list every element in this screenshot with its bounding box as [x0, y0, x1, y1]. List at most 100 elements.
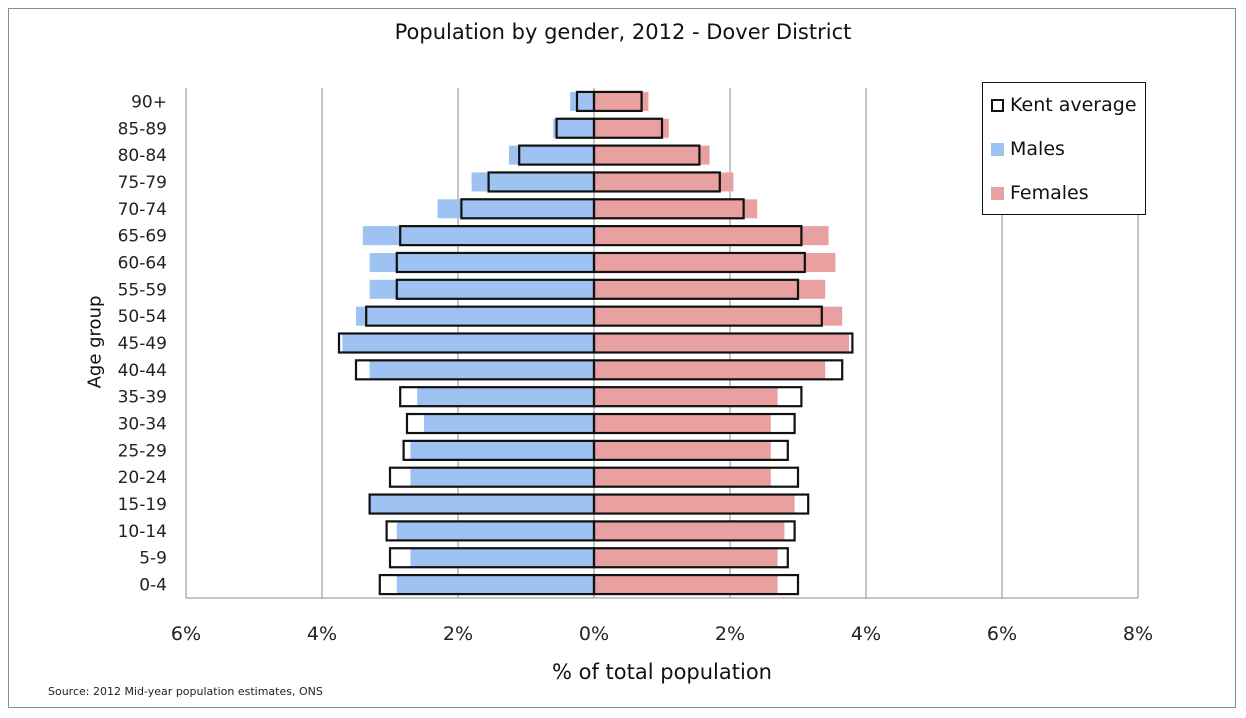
bar-male [369, 494, 594, 514]
bar-female [594, 226, 829, 246]
bar-female [594, 306, 843, 326]
y-tick-label: 60-64 [118, 253, 167, 273]
y-tick-label: 40-44 [118, 361, 167, 381]
bar-kent-female [592, 412, 796, 435]
bar-male [553, 118, 594, 138]
bar-male [396, 575, 594, 595]
bar-kent-female [592, 493, 810, 515]
x-tick-label: 4% [851, 623, 881, 645]
bar-female [594, 91, 649, 111]
y-tick-label: 15-19 [118, 495, 167, 515]
bar-male [410, 467, 594, 487]
y-tick-label: 20-24 [118, 468, 167, 488]
y-tick-label: 65-69 [118, 227, 167, 247]
bar-kent-female [592, 332, 854, 354]
bar-kent-female [592, 573, 800, 596]
bar-kent-female [592, 117, 664, 139]
bar-kent-female [592, 547, 789, 569]
bar-male [410, 440, 594, 460]
bar-kent-female [592, 520, 796, 542]
bar-female [594, 414, 771, 434]
y-tick-label: 50-54 [118, 307, 167, 327]
bar-male [471, 172, 594, 192]
chart-frame [8, 8, 1236, 708]
bar-female [594, 279, 826, 299]
y-tick-label: 30-34 [118, 415, 167, 435]
bar-kent-female [592, 225, 803, 247]
x-tick-label: 2% [715, 623, 745, 645]
bar-male [424, 414, 594, 434]
y-axis-label: Age group [84, 295, 106, 389]
y-tick-label: 85-89 [118, 119, 167, 139]
bar-female [594, 333, 849, 353]
legend-item-kent-average: Kent average [991, 93, 1137, 117]
bar-kent-female [592, 171, 721, 193]
bar-male [410, 548, 594, 568]
x-tick-label: 4% [307, 623, 337, 645]
y-tick-label: 80-84 [118, 146, 167, 166]
y-tick-label: 25-29 [118, 441, 167, 461]
source-note: Source: 2012 Mid-year population estimat… [48, 685, 323, 698]
bar-female [594, 494, 795, 514]
bar-male [369, 279, 594, 299]
bar-male [369, 360, 594, 380]
x-axis-label: % of total population [552, 660, 772, 684]
bar-female [594, 440, 771, 460]
legend: Kent average Males Females [982, 82, 1146, 215]
y-tick-label: 75-79 [118, 173, 167, 193]
bar-male [396, 521, 594, 541]
bar-female [594, 467, 771, 487]
chart-title: Population by gender, 2012 - Dover Distr… [394, 20, 852, 44]
legend-label-kent-average: Kent average [1010, 94, 1137, 116]
legend-swatch-males [991, 142, 1004, 156]
bar-male [509, 145, 594, 165]
bar-male [356, 306, 594, 326]
bar-male [362, 226, 594, 246]
bar-female [594, 387, 778, 407]
y-tick-label: 90+ [131, 92, 167, 112]
bar-female [594, 252, 836, 272]
legend-label-males: Males [1010, 138, 1065, 160]
x-tick-label: 2% [443, 623, 473, 645]
bar-male [369, 252, 594, 272]
bar-kent-female [592, 144, 701, 166]
bar-kent-female [592, 278, 800, 300]
bar-female [594, 145, 710, 165]
x-tick-label: 6% [171, 623, 201, 645]
legend-swatch-females [991, 186, 1004, 200]
x-tick-label: 6% [987, 623, 1017, 645]
bar-male [417, 387, 594, 407]
legend-item-males: Males [991, 137, 1065, 161]
bar-female [594, 118, 669, 138]
y-tick-label: 55-59 [118, 280, 167, 300]
bar-kent-female [592, 198, 745, 220]
y-tick-label: 10-14 [118, 522, 167, 542]
legend-item-females: Females [991, 181, 1089, 205]
bar-kent-female [592, 359, 844, 381]
bar-male [570, 91, 594, 111]
bar-kent-female [592, 305, 823, 327]
y-tick-label: 70-74 [118, 200, 167, 220]
bar-kent-female [592, 439, 789, 461]
bar-female [594, 172, 734, 192]
legend-swatch-kent-average [991, 98, 1004, 112]
legend-label-females: Females [1010, 182, 1089, 204]
y-tick-label: 45-49 [118, 334, 167, 354]
y-tick-label: 5-9 [139, 549, 167, 569]
x-tick-label: 0% [579, 623, 609, 645]
bar-kent-female [592, 251, 806, 274]
bar-kent-female [592, 466, 800, 488]
bar-kent-female [592, 90, 643, 113]
bar-female [594, 521, 785, 541]
bar-female [594, 575, 778, 595]
bar-kent-female [592, 386, 803, 408]
bar-female [594, 548, 778, 568]
bar-male [342, 333, 594, 353]
bar-female [594, 360, 826, 380]
y-tick-label: 0-4 [139, 576, 167, 596]
bar-female [594, 199, 758, 219]
bar-male [437, 199, 594, 219]
y-tick-label: 35-39 [118, 388, 167, 408]
x-tick-label: 8% [1123, 623, 1153, 645]
